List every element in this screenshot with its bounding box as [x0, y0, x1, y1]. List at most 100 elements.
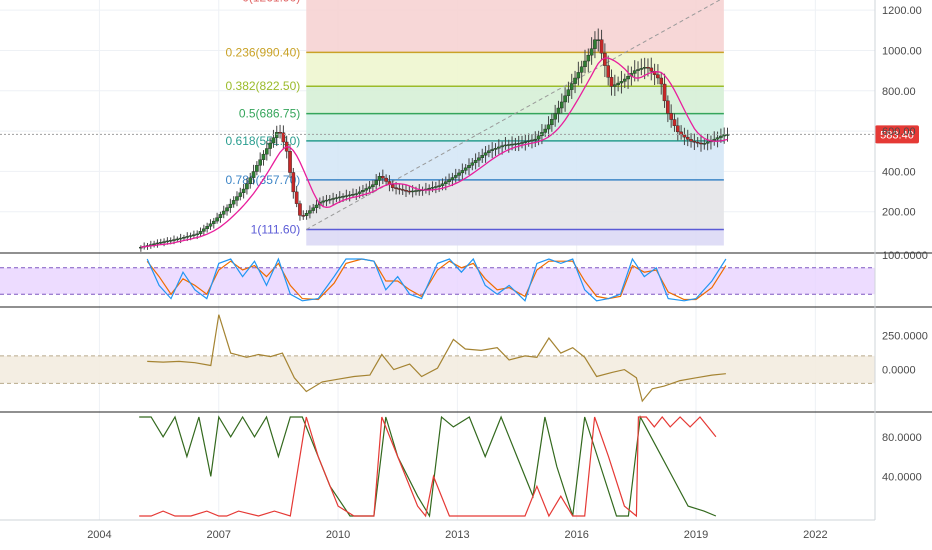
time-tick-label: 2016	[564, 529, 588, 541]
candle-body	[278, 132, 282, 134]
candle-body	[427, 187, 432, 190]
candle-body	[202, 228, 206, 232]
candle-body	[397, 188, 402, 190]
candle-body	[675, 125, 680, 133]
candle-body	[702, 143, 707, 145]
candle-body	[685, 136, 690, 140]
candle-body	[550, 119, 554, 126]
indicator-panels	[0, 257, 875, 518]
candle-body	[139, 246, 143, 249]
candle-body	[215, 217, 219, 222]
candle-body	[626, 76, 630, 80]
moving-average-line	[140, 57, 728, 248]
candle-body	[692, 141, 697, 143]
candle-body	[374, 180, 378, 185]
last-price-badge: 583.40	[875, 125, 919, 144]
candle-body	[579, 66, 584, 73]
candle-body	[695, 141, 700, 144]
candle-body	[533, 138, 538, 141]
candle-body	[175, 238, 180, 241]
candle-body	[463, 167, 468, 171]
time-tick-label: 2013	[445, 529, 469, 541]
candle-body	[656, 74, 660, 79]
aroon-tick-label: 40.0000	[882, 471, 922, 483]
time-tick-label: 2007	[207, 529, 231, 541]
candle-body	[168, 240, 173, 242]
candle-body	[467, 165, 471, 169]
candle-body	[301, 215, 306, 217]
candle-body	[324, 199, 329, 202]
candle-body	[225, 207, 229, 212]
candle-body	[337, 196, 342, 199]
candle-body	[725, 134, 730, 136]
candle-body	[563, 95, 567, 103]
candle-body	[437, 185, 441, 187]
candle-body	[497, 146, 501, 149]
stoch-tick-label: 100.0000	[882, 250, 928, 262]
candle-body	[470, 162, 475, 166]
candle-body	[334, 197, 339, 199]
cci-tick-label: 250.0000	[882, 330, 928, 342]
fib-band-2	[306, 86, 724, 114]
candle-body	[434, 186, 438, 188]
candle-body	[384, 177, 388, 182]
candle-body	[672, 119, 677, 126]
candle-body	[473, 160, 478, 164]
candle-body	[569, 83, 574, 90]
candle-body	[238, 192, 243, 197]
candle-body	[228, 203, 233, 208]
candle-body	[218, 214, 223, 218]
candle-body	[327, 199, 332, 201]
candle-body	[682, 134, 687, 138]
candle-body	[205, 226, 209, 230]
candle-body	[341, 196, 345, 198]
fib-level-label-3: 0.5(686.75)	[239, 107, 300, 121]
cci-line	[147, 314, 726, 403]
candle-body	[506, 144, 511, 146]
stoch-band	[0, 267, 875, 295]
price-tick-label: 600.00	[882, 126, 916, 138]
candle-body	[669, 113, 673, 120]
candle-body	[188, 235, 193, 237]
candle-body	[347, 194, 352, 197]
candle-body	[490, 149, 494, 151]
candle-body	[715, 137, 720, 140]
candle-body	[503, 144, 508, 147]
candle-body	[357, 191, 362, 194]
candle-body	[311, 207, 316, 211]
last-price-badge-bg	[875, 125, 919, 144]
candle-body	[298, 203, 302, 216]
fib-band-0	[306, 0, 724, 53]
candle-body	[559, 101, 564, 109]
candle-body	[622, 78, 627, 82]
candle-body	[377, 176, 382, 181]
candle-body	[291, 172, 296, 193]
candle-body	[281, 132, 286, 143]
candle-body	[500, 145, 504, 148]
candle-body	[705, 141, 710, 144]
candle-body	[404, 189, 408, 192]
candle-body	[258, 159, 262, 166]
candle-body	[430, 187, 435, 189]
candle-body	[616, 82, 620, 85]
candle-body	[394, 187, 398, 189]
candle-body	[689, 139, 693, 142]
candle-body	[235, 196, 239, 201]
candle-body	[586, 54, 591, 62]
fib-level-label-6: 1(111.60)	[251, 223, 301, 237]
candle-body	[304, 213, 309, 216]
fibonacci-retracement[interactable]: 0(1261.90) 0.236(990.40) 0.382(822.50) 0.5(…	[226, 0, 724, 246]
candle-body	[487, 150, 491, 153]
last-price-value: 583.40	[880, 129, 914, 141]
candle-body	[520, 142, 524, 144]
candle-body	[440, 183, 445, 186]
candle-body	[593, 39, 597, 49]
candle-body	[410, 190, 415, 193]
candle-body	[457, 172, 461, 176]
candle-body	[221, 210, 226, 215]
aroon-up-line	[139, 416, 717, 518]
candle-body	[649, 67, 654, 72]
candle-body	[288, 151, 292, 173]
price-tick-label: 200.00	[882, 207, 916, 219]
